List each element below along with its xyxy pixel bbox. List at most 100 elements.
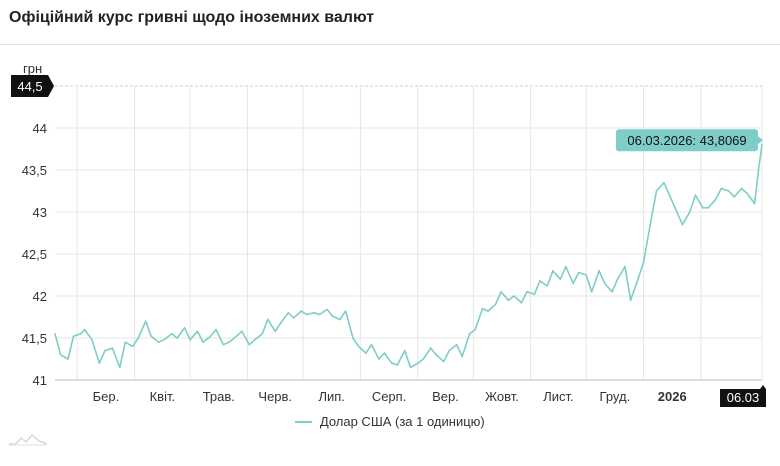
data-point	[624, 265, 626, 268]
x-tick-label: Груд.	[600, 389, 631, 404]
data-point	[163, 338, 165, 341]
data-point	[170, 333, 173, 335]
data-point	[209, 335, 212, 338]
data-point	[98, 362, 101, 365]
data-point	[241, 330, 243, 333]
y-tick-label: 42,5	[22, 247, 47, 262]
data-point	[59, 354, 62, 356]
y-tick-label: 41,5	[22, 331, 47, 346]
data-point	[740, 187, 743, 190]
chart-legend[interactable]: Долар США (за 1 одиницю)	[0, 414, 780, 429]
x-cursor-box	[720, 385, 766, 407]
data-point	[702, 207, 704, 209]
y-tick-label: 43	[33, 205, 47, 220]
data-point	[111, 347, 114, 349]
x-tick-labels: Бер. Квіт. Трав. Черв. Лип. Серп. Вер. Жовт. Лис…	[93, 389, 733, 404]
data-point	[119, 366, 121, 369]
data-point	[80, 333, 82, 335]
data-point	[396, 364, 399, 366]
data-point	[565, 265, 567, 268]
data-point	[404, 349, 406, 352]
data-point	[183, 327, 186, 329]
data-point	[326, 308, 328, 311]
data-point	[559, 278, 562, 281]
data-point	[616, 278, 619, 281]
data-point	[254, 338, 256, 341]
data-point	[474, 328, 476, 331]
data-point	[235, 335, 238, 338]
data-point	[222, 343, 225, 346]
data-point	[365, 352, 367, 354]
legend-swatch	[295, 420, 313, 423]
data-point	[650, 219, 652, 222]
data-point	[215, 328, 217, 331]
x-tick-label: Черв.	[258, 389, 292, 404]
data-point	[409, 366, 412, 369]
data-point	[176, 337, 178, 339]
data-point	[104, 349, 106, 352]
data-point	[313, 312, 315, 314]
data-point	[448, 349, 451, 352]
data-point	[357, 345, 360, 348]
data-point	[378, 358, 380, 360]
data-point	[150, 335, 152, 338]
data-point	[83, 328, 86, 331]
data-point	[753, 202, 756, 205]
x-tick-label: 2026	[658, 389, 687, 404]
data-point	[287, 312, 290, 314]
data-point	[461, 355, 464, 358]
data-point	[339, 318, 341, 321]
x-tick-label: Серп.	[372, 389, 407, 404]
data-point	[318, 313, 321, 316]
data-point	[727, 190, 730, 192]
data-point	[481, 307, 484, 310]
data-point	[487, 310, 489, 312]
data-point	[585, 274, 587, 276]
data-point	[228, 341, 230, 344]
y-tick-label: 41	[33, 373, 47, 388]
series	[54, 143, 763, 369]
series-line	[54, 144, 763, 369]
data-point	[761, 143, 763, 145]
data-point	[552, 270, 554, 272]
data-point	[280, 322, 282, 324]
y-axis-unit-label: грн	[23, 61, 42, 76]
data-point	[442, 360, 445, 363]
data-point	[603, 282, 606, 285]
data-point	[694, 194, 697, 196]
x-tick-label: Бер.	[93, 389, 120, 404]
x-tick-label: Квіт.	[150, 389, 176, 404]
data-point	[681, 223, 684, 226]
data-point	[455, 343, 458, 346]
tooltip-box	[616, 129, 758, 152]
data-point	[124, 341, 127, 344]
data-point	[391, 362, 393, 365]
y-tick-label: 42	[33, 289, 47, 304]
data-point	[144, 320, 147, 323]
x-tick-label: Лист.	[543, 389, 573, 404]
y-tick-label: 44	[33, 121, 47, 136]
tooltip-pointer	[758, 136, 763, 145]
data-point	[663, 181, 665, 184]
data-point	[137, 337, 140, 339]
data-point	[293, 317, 295, 319]
data-point	[417, 362, 419, 365]
data-point	[331, 315, 334, 318]
data-point	[611, 291, 613, 293]
data-point	[202, 341, 204, 344]
crosshair-overlay: 44,5 06.03.2026: 43,8069 06.03	[11, 75, 766, 407]
data-point	[629, 299, 632, 302]
data-point	[196, 330, 199, 333]
data-point	[500, 291, 502, 293]
data-point	[429, 347, 432, 349]
data-point	[54, 333, 56, 335]
x-tick-label: Жовт.	[485, 389, 519, 404]
x-cursor-label: 06.03	[727, 390, 760, 405]
data-point	[572, 282, 574, 285]
data-point	[707, 207, 710, 209]
legend-label: Долар США (за 1 одиницю)	[319, 414, 485, 429]
y-tick-label: 43,5	[22, 163, 47, 178]
data-point	[468, 333, 471, 335]
chart-title: Офіційний курс гривні щодо іноземних вал…	[9, 9, 375, 26]
